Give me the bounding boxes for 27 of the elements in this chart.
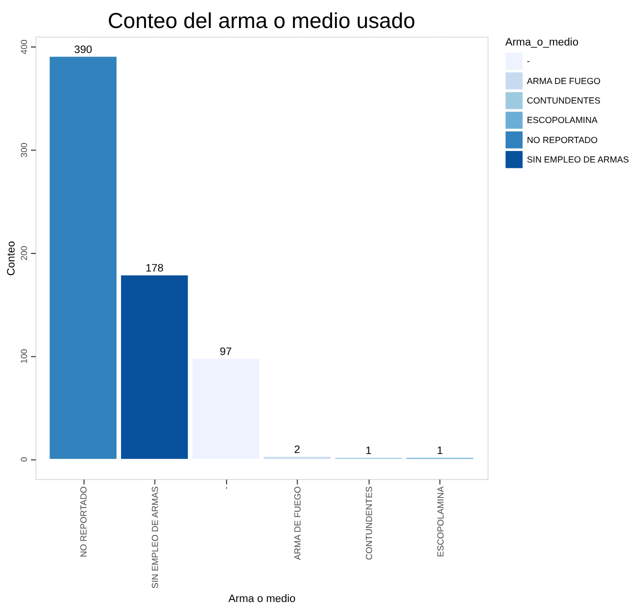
- y-tick-label: 100: [19, 348, 30, 364]
- data-label: 178: [145, 262, 164, 274]
- chart-title: Conteo del arma o medio usado: [108, 8, 416, 33]
- y-tick-label: 200: [19, 246, 30, 261]
- x-tick-label: ESCOPOLAMINA: [435, 486, 446, 558]
- y-axis-title: Conteo: [5, 240, 18, 276]
- legend-label: SIN EMPLEO DE ARMAS: [526, 154, 630, 165]
- data-label: 1: [365, 444, 372, 457]
- y-tick-label: 300: [19, 142, 30, 158]
- x-tick-label: NO REPORTADO: [78, 486, 89, 558]
- y-tick-label: 400: [19, 40, 30, 54]
- data-label: 390: [74, 44, 92, 56]
- data-label: 97: [220, 346, 232, 358]
- legend-title: Arma_o_medio: [505, 36, 578, 49]
- legend-label: -: [526, 56, 530, 66]
- legend-label: NO REPORTADO: [526, 134, 598, 145]
- legend-label: CONTUNDENTES: [526, 96, 601, 106]
- data-label: 1: [436, 444, 443, 457]
- x-tick-label: CONTUNDENTES: [364, 486, 374, 560]
- legend-label: ARMA DE FUEGO: [526, 76, 601, 86]
- x-tick-label: ARMA DE FUEGO: [292, 486, 303, 560]
- y-tick-label: 0: [19, 456, 30, 462]
- legend-label: ESCOPOLAMINA: [526, 115, 598, 126]
- x-tick-label: -: [221, 486, 232, 490]
- x-tick-label: SIN EMPLEO DE ARMAS: [150, 486, 160, 588]
- x-axis-title: Arma o medio: [228, 592, 296, 605]
- data-label: 2: [294, 444, 300, 456]
